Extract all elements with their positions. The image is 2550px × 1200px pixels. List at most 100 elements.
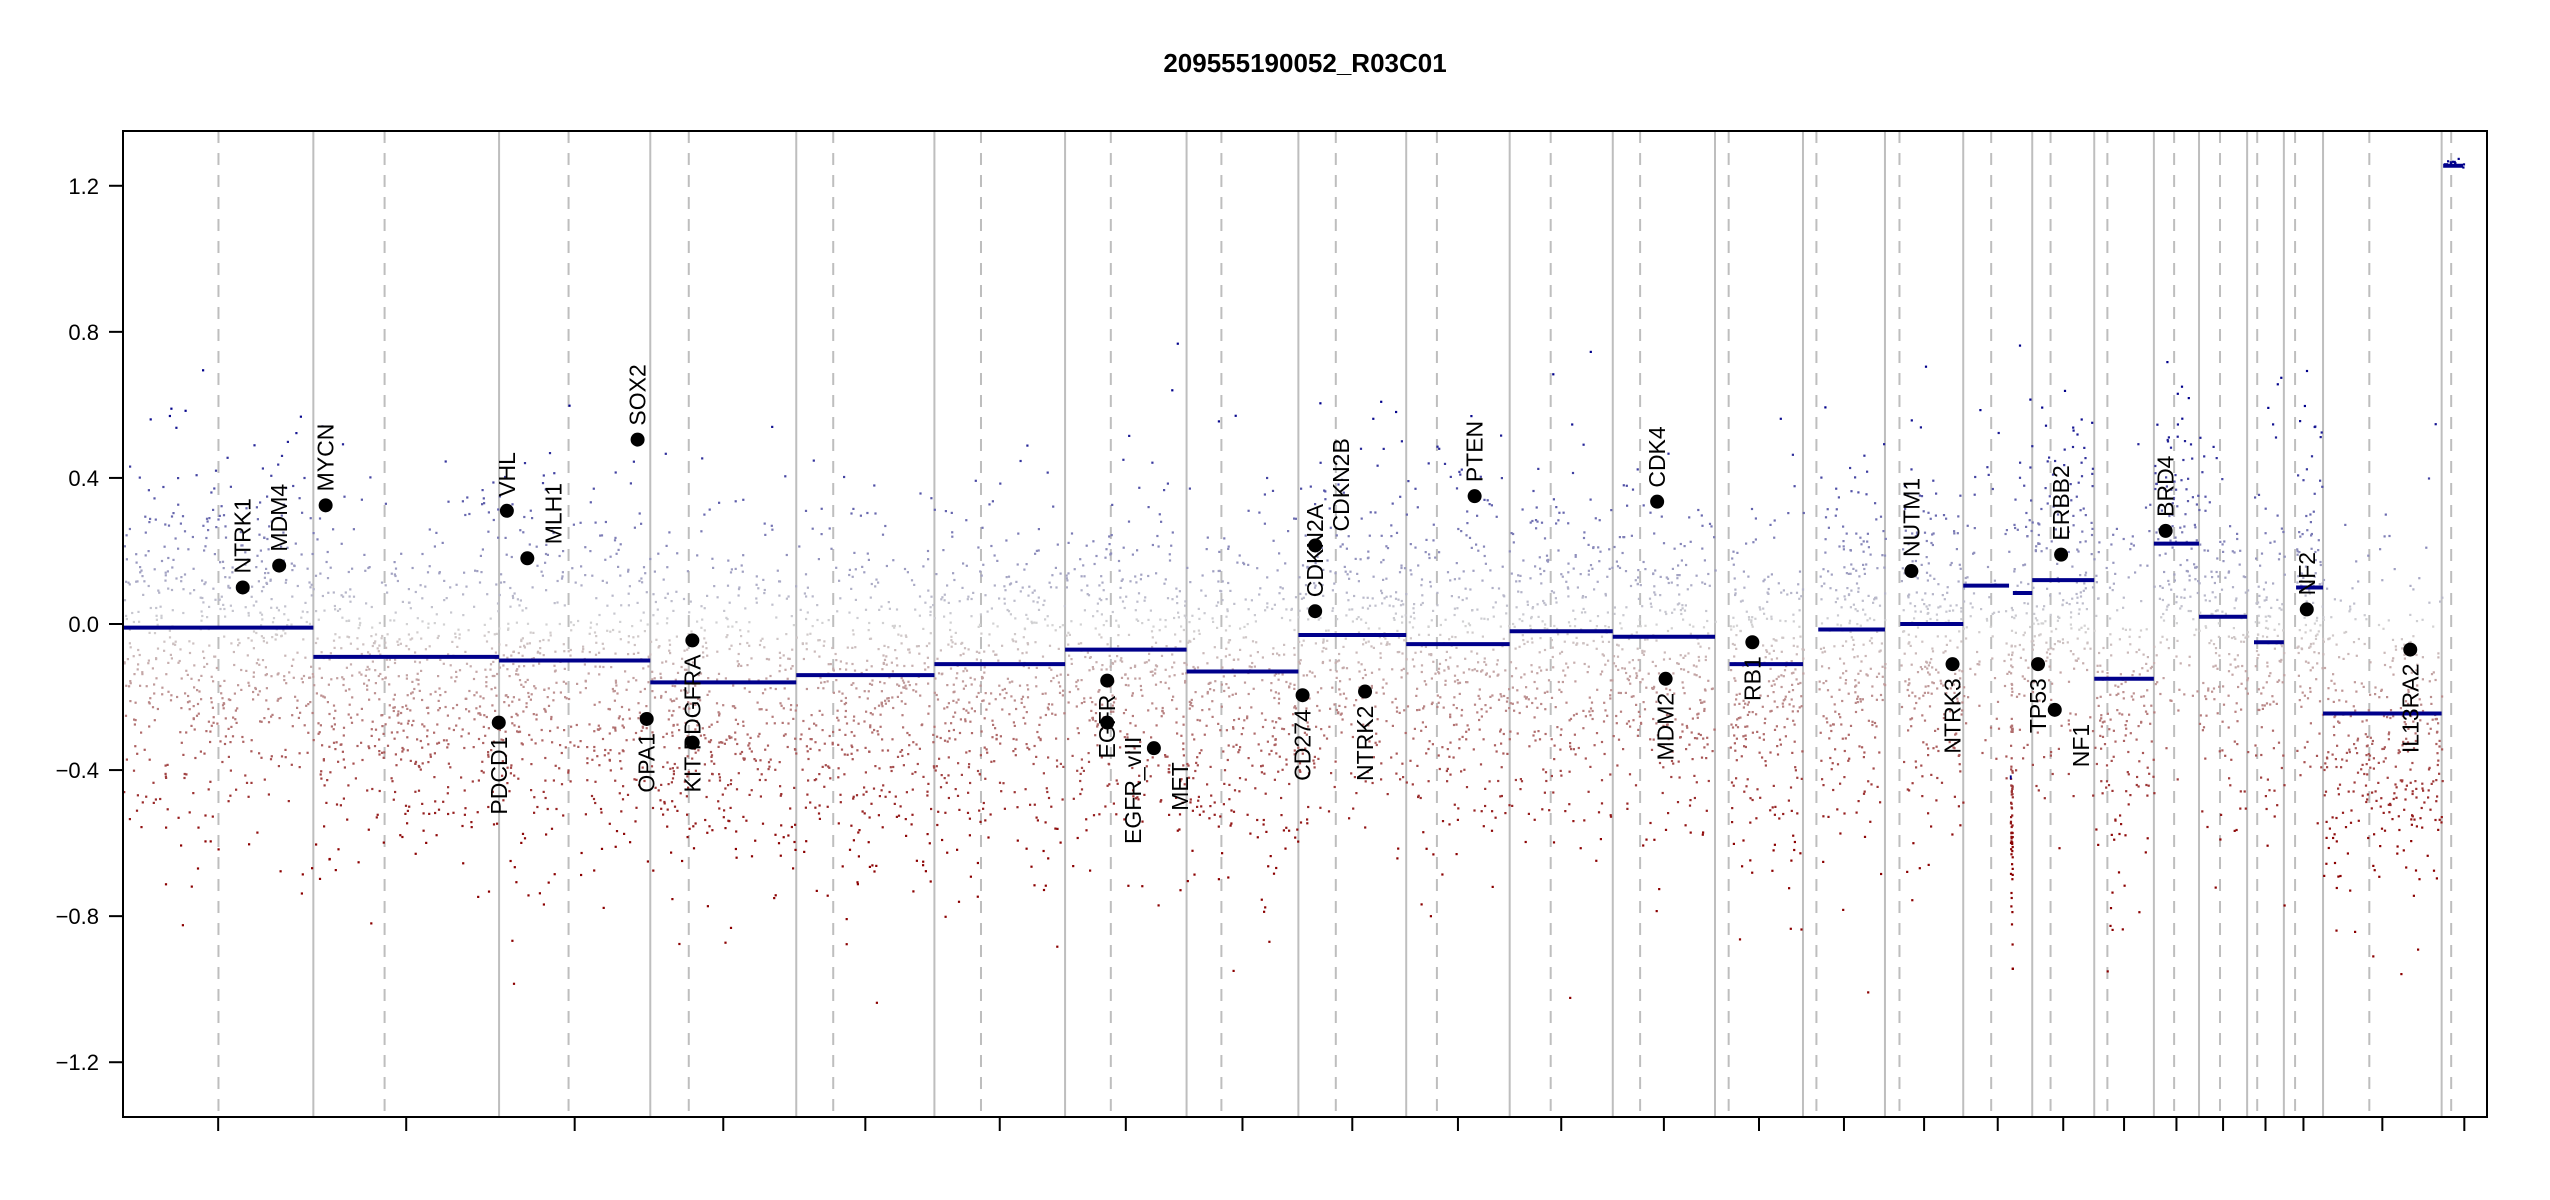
probe-point [138, 476, 141, 479]
probe-point [1540, 582, 1543, 585]
probe-point [1243, 681, 1247, 684]
probe-point [620, 604, 623, 607]
probe-point [435, 834, 438, 837]
probe-point [954, 788, 957, 791]
probe-point [985, 748, 988, 751]
probe-point [955, 677, 958, 680]
probe-point [511, 722, 514, 725]
probe-point [906, 731, 909, 735]
probe-point [1182, 764, 1185, 767]
probe-point [873, 870, 876, 873]
probe-point [1180, 625, 1183, 628]
probe-point [1499, 625, 1502, 628]
probe-point [416, 738, 419, 741]
probe-point [1154, 664, 1158, 667]
probe-point [962, 687, 965, 690]
probe-point [147, 584, 150, 588]
probe-point [1514, 778, 1517, 782]
probe-point [1390, 756, 1393, 759]
probe-point [1659, 575, 1662, 578]
probe-point [1437, 701, 1440, 704]
probe-point [900, 691, 903, 694]
probe-point [701, 618, 704, 621]
probe-point [426, 729, 429, 732]
probe-point [1072, 797, 1075, 800]
probe-point [589, 501, 592, 504]
probe-point [1134, 575, 1137, 578]
probe-point [970, 707, 973, 710]
probe-point [1244, 598, 1247, 601]
probe-point [1630, 695, 1633, 698]
probe-point [769, 674, 772, 678]
probe-point [1686, 726, 1689, 729]
probe-point [885, 663, 888, 666]
probe-point [1375, 743, 1378, 747]
probe-point [1098, 689, 1101, 692]
probe-point [1708, 584, 1711, 587]
probe-point [358, 624, 361, 627]
probe-point [406, 822, 409, 825]
probe-point [1535, 506, 1538, 509]
probe-point [178, 659, 181, 663]
probe-point [631, 625, 634, 628]
probe-point [1778, 817, 1781, 820]
probe-point [301, 610, 304, 613]
probe-point [1602, 720, 1606, 723]
probe-point [726, 634, 729, 637]
probe-point [1371, 597, 1374, 600]
probe-point [941, 596, 944, 599]
probe-point [1425, 538, 1428, 541]
probe-point [1049, 586, 1053, 589]
probe-point [487, 530, 490, 533]
probe-point [943, 593, 946, 596]
probe-point [135, 553, 138, 556]
probe-point [1604, 594, 1607, 597]
probe-point [1333, 503, 1336, 506]
probe-point [678, 942, 681, 946]
probe-point [905, 834, 908, 837]
probe-point [1321, 661, 1324, 665]
probe-point [633, 778, 636, 781]
probe-point [1581, 596, 1584, 599]
probe-point [1134, 724, 1137, 727]
probe-point [1535, 527, 1538, 530]
probe-point [1117, 634, 1120, 637]
probe-point [519, 529, 522, 532]
probe-point [1572, 609, 1575, 612]
probe-point [765, 677, 768, 680]
probe-point [753, 758, 756, 761]
probe-point [1177, 611, 1180, 614]
probe-point [1353, 594, 1356, 598]
probe-point [1168, 764, 1171, 767]
probe-point [358, 671, 361, 674]
probe-point [586, 757, 589, 760]
probe-point [665, 732, 668, 735]
probe-point [351, 696, 354, 699]
probe-point [968, 701, 971, 704]
probe-point [1620, 627, 1623, 630]
probe-point [1685, 724, 1688, 728]
probe-point [1674, 718, 1677, 721]
probe-point [265, 641, 269, 644]
probe-point [472, 677, 476, 681]
probe-point [317, 732, 320, 735]
probe-point [1772, 649, 1775, 652]
probe-point [983, 671, 986, 674]
probe-point [1186, 762, 1189, 766]
probe-point [224, 525, 227, 528]
probe-point [1228, 798, 1231, 801]
probe-point [1558, 511, 1561, 514]
probe-point [918, 595, 922, 598]
probe-point [210, 701, 213, 704]
probe-point [458, 637, 461, 640]
probe-point [1777, 675, 1780, 678]
probe-point [463, 789, 466, 792]
probe-point [1399, 495, 1402, 498]
probe-point [1575, 643, 1578, 646]
probe-point [1638, 715, 1641, 718]
probe-point [1271, 735, 1274, 738]
probe-point [424, 585, 427, 588]
probe-point [1162, 712, 1165, 715]
probe-point [135, 561, 138, 564]
probe-point [684, 721, 687, 725]
